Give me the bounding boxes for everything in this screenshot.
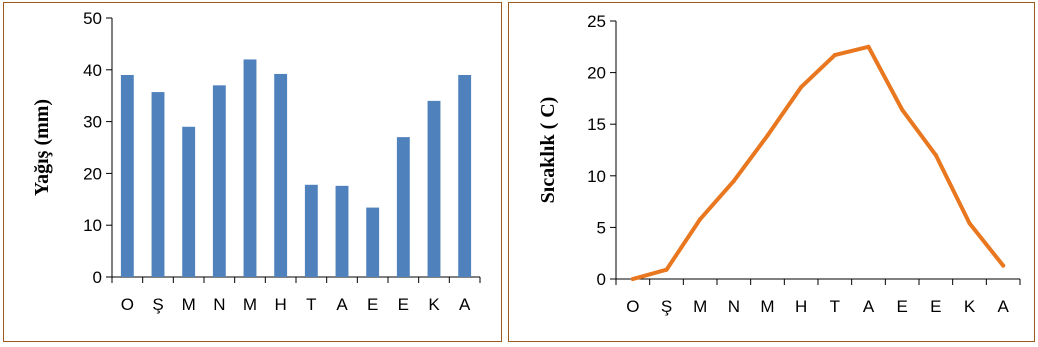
data-point: [799, 85, 804, 90]
y-tick-label: 15: [587, 115, 606, 134]
x-tick-label: Ş: [152, 295, 163, 314]
x-tick-label: H: [275, 295, 287, 314]
x-tick-label: A: [863, 297, 875, 316]
y-tick-label: 25: [587, 12, 606, 31]
y-tick-label: 0: [597, 270, 606, 289]
x-tick-label: T: [830, 297, 840, 316]
bar: [335, 185, 349, 277]
y-tick-label: 20: [83, 164, 102, 183]
y-tick-label: 10: [83, 216, 102, 235]
x-tick-label: E: [367, 295, 378, 314]
x-tick-label: A: [997, 297, 1009, 316]
x-tick-label: K: [964, 297, 976, 316]
data-point: [630, 277, 635, 281]
data-point: [664, 267, 669, 272]
x-tick-label: M: [182, 295, 196, 314]
data-point: [698, 217, 703, 222]
bar: [304, 184, 318, 277]
y-tick-label: 20: [587, 64, 606, 83]
data-point: [866, 44, 871, 49]
y-tick-label: 0: [93, 268, 102, 287]
bar: [274, 73, 288, 277]
bar: [182, 126, 196, 277]
x-tick-label: A: [336, 295, 348, 314]
bar: [212, 85, 226, 277]
x-tick-label: H: [795, 297, 807, 316]
series-line: [630, 44, 1006, 281]
data-point: [900, 107, 905, 112]
data-point: [933, 153, 938, 158]
data-point: [1001, 263, 1006, 268]
x-tick-label: M: [693, 297, 707, 316]
data-point: [765, 133, 770, 138]
temperature-chart-panel: 0 5 10 15 20 25 O Ş M N M H T A E E K A Sıcaklık ( C): [508, 2, 1035, 342]
x-tick-label: N: [213, 295, 225, 314]
x-tick-label: N: [728, 297, 740, 316]
x-tick-label: E: [930, 297, 941, 316]
x-tick-label: E: [398, 295, 409, 314]
y-axis-label: Yağış (mm): [31, 99, 53, 196]
x-tick-label: M: [243, 295, 257, 314]
x-tick-label: Ş: [661, 297, 672, 316]
bar: [243, 59, 257, 277]
x-tick-label: O: [121, 295, 134, 314]
data-point: [832, 53, 837, 58]
bar: [151, 92, 165, 277]
x-tick-label: E: [896, 297, 907, 316]
bar: [366, 207, 380, 277]
bar: [458, 74, 472, 277]
bar: [396, 137, 410, 277]
y-tick-label: 10: [587, 167, 606, 186]
precipitation-chart-panel: 0 10 20 30 40 50 O Ş M N M H T A E E K A Yağış (mm): [3, 2, 502, 342]
y-tick-label: 50: [83, 9, 102, 28]
bar: [120, 74, 134, 277]
x-tick-label: A: [459, 295, 471, 314]
x-tick-label: O: [626, 297, 639, 316]
data-point: [731, 178, 736, 183]
y-tick-label: 5: [597, 218, 606, 237]
y-axis-label: Sıcaklık ( C): [537, 97, 559, 204]
y-tick-label: 40: [83, 61, 102, 80]
data-point: [967, 221, 972, 226]
x-tick-label: T: [306, 295, 316, 314]
x-tick-label: M: [760, 297, 774, 316]
y-tick-label: 30: [83, 113, 102, 132]
temperature-chart: 0 5 10 15 20 25 O Ş M N M H T A E E K A Sıcaklık ( C): [537, 12, 1021, 316]
bar: [427, 100, 441, 277]
x-tick-label: K: [428, 295, 440, 314]
